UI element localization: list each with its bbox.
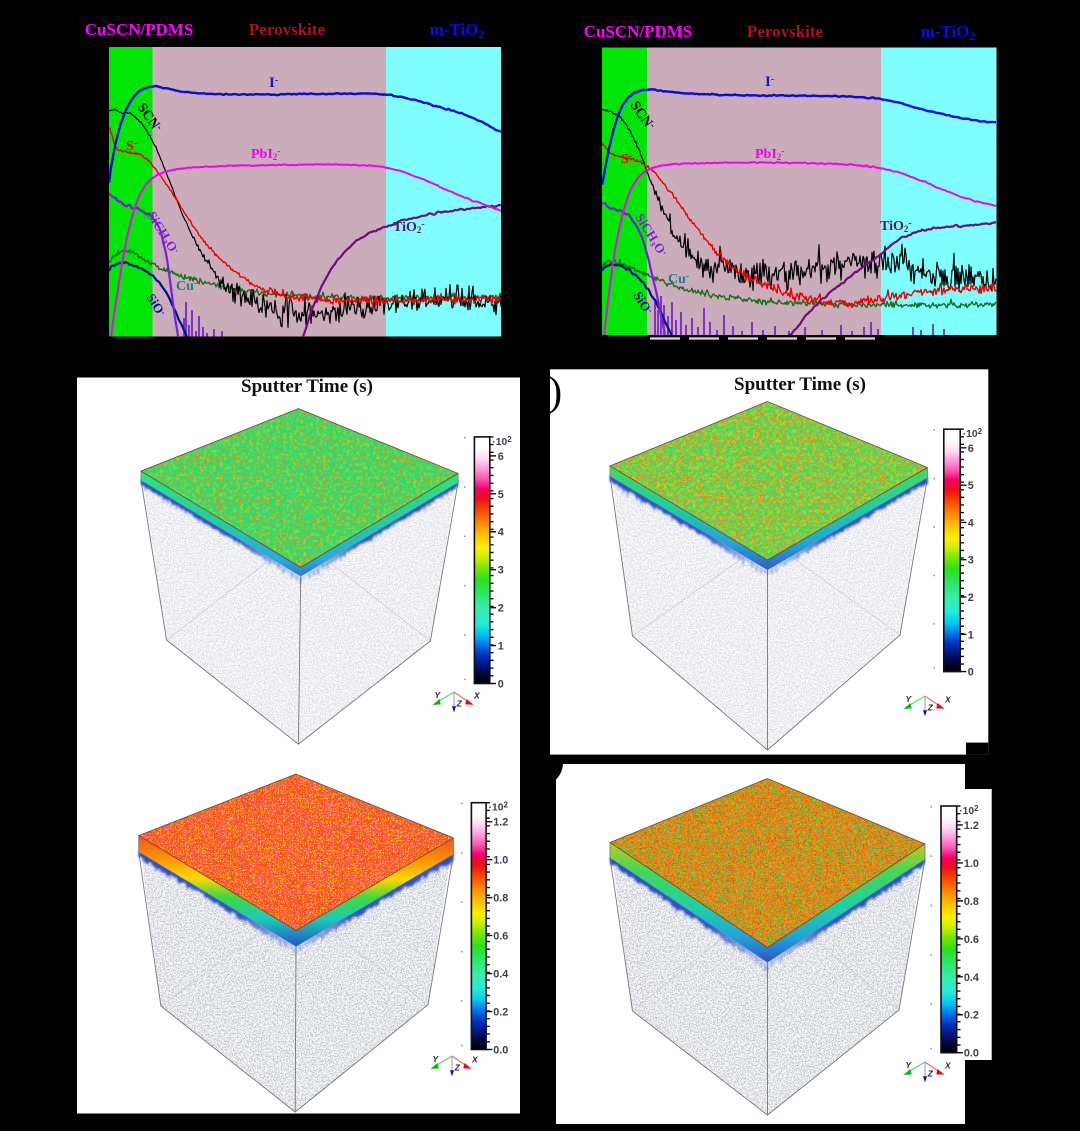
svg-text:CuSCN/PDMS: CuSCN/PDMS [85, 20, 194, 39]
svg-text:2: 2 [498, 603, 504, 615]
svg-text:5: 5 [968, 480, 974, 492]
svg-text:CuSCN/PDMS: CuSCN/PDMS [584, 22, 693, 41]
svg-text:): ) [549, 368, 563, 414]
svg-text:1: 1 [968, 629, 974, 641]
svg-text:Z: Z [927, 1069, 934, 1079]
svg-text:2: 2 [968, 592, 974, 604]
svg-text:X: X [944, 1061, 952, 1071]
svg-text:Z: Z [454, 1063, 461, 1073]
svg-text:1: 1 [498, 641, 504, 653]
svg-text:3: 3 [968, 555, 974, 567]
svg-text:X: X [473, 691, 481, 701]
svg-text:4: 4 [968, 517, 974, 529]
svg-text:m-TiO2: m-TiO2 [921, 22, 976, 43]
svg-text:Cu-: Cu- [668, 271, 689, 288]
svg-text:S-: S- [126, 138, 137, 155]
svg-text:0.4: 0.4 [493, 969, 508, 981]
svg-text:0.0: 0.0 [964, 1048, 979, 1060]
svg-text:5: 5 [498, 489, 504, 501]
svg-text:0.8: 0.8 [493, 893, 508, 905]
svg-text:Perovskite: Perovskite [249, 20, 326, 39]
svg-text:I-: I- [269, 75, 278, 92]
svg-text:6: 6 [968, 443, 974, 455]
svg-text:3: 3 [498, 565, 504, 577]
svg-text:0.6: 0.6 [493, 931, 508, 943]
svg-text:1.0: 1.0 [493, 855, 508, 867]
svg-text:Cu-: Cu- [176, 278, 197, 295]
svg-text:0.8: 0.8 [964, 896, 979, 908]
svg-text:X: X [944, 695, 952, 705]
svg-text:0.2: 0.2 [964, 1010, 979, 1022]
svg-text:X: X [471, 1055, 479, 1065]
svg-text:4: 4 [498, 527, 504, 539]
svg-text:0.2: 0.2 [493, 1007, 508, 1019]
svg-text:0.0: 0.0 [493, 1045, 508, 1057]
svg-text:I-: I- [765, 74, 774, 91]
svg-text:Y: Y [906, 1060, 913, 1070]
svg-text:0.4: 0.4 [964, 972, 979, 984]
svg-text:Perovskite: Perovskite [747, 22, 824, 41]
svg-text:Z: Z [456, 699, 463, 709]
svg-text:S-: S- [621, 151, 632, 168]
svg-text:TiO2-: TiO2- [393, 219, 425, 236]
svg-text:Sputter Time (s): Sputter Time (s) [241, 376, 373, 397]
svg-text:Y: Y [433, 1054, 440, 1064]
svg-text:Y: Y [435, 690, 442, 700]
svg-text:Y: Y [906, 694, 913, 704]
svg-text:Z: Z [927, 703, 934, 713]
svg-text:1.0: 1.0 [964, 858, 979, 870]
svg-text:TiO2-: TiO2- [880, 218, 912, 235]
svg-text:Sputter Time (s): Sputter Time (s) [734, 374, 866, 395]
svg-text:1.2: 1.2 [493, 817, 508, 829]
svg-text:m-TiO2: m-TiO2 [430, 20, 485, 41]
svg-text:0: 0 [968, 667, 974, 679]
svg-text:1.2: 1.2 [964, 820, 979, 832]
svg-text:0: 0 [498, 679, 504, 691]
svg-text:6: 6 [498, 451, 504, 463]
svg-text:0.6: 0.6 [964, 934, 979, 946]
